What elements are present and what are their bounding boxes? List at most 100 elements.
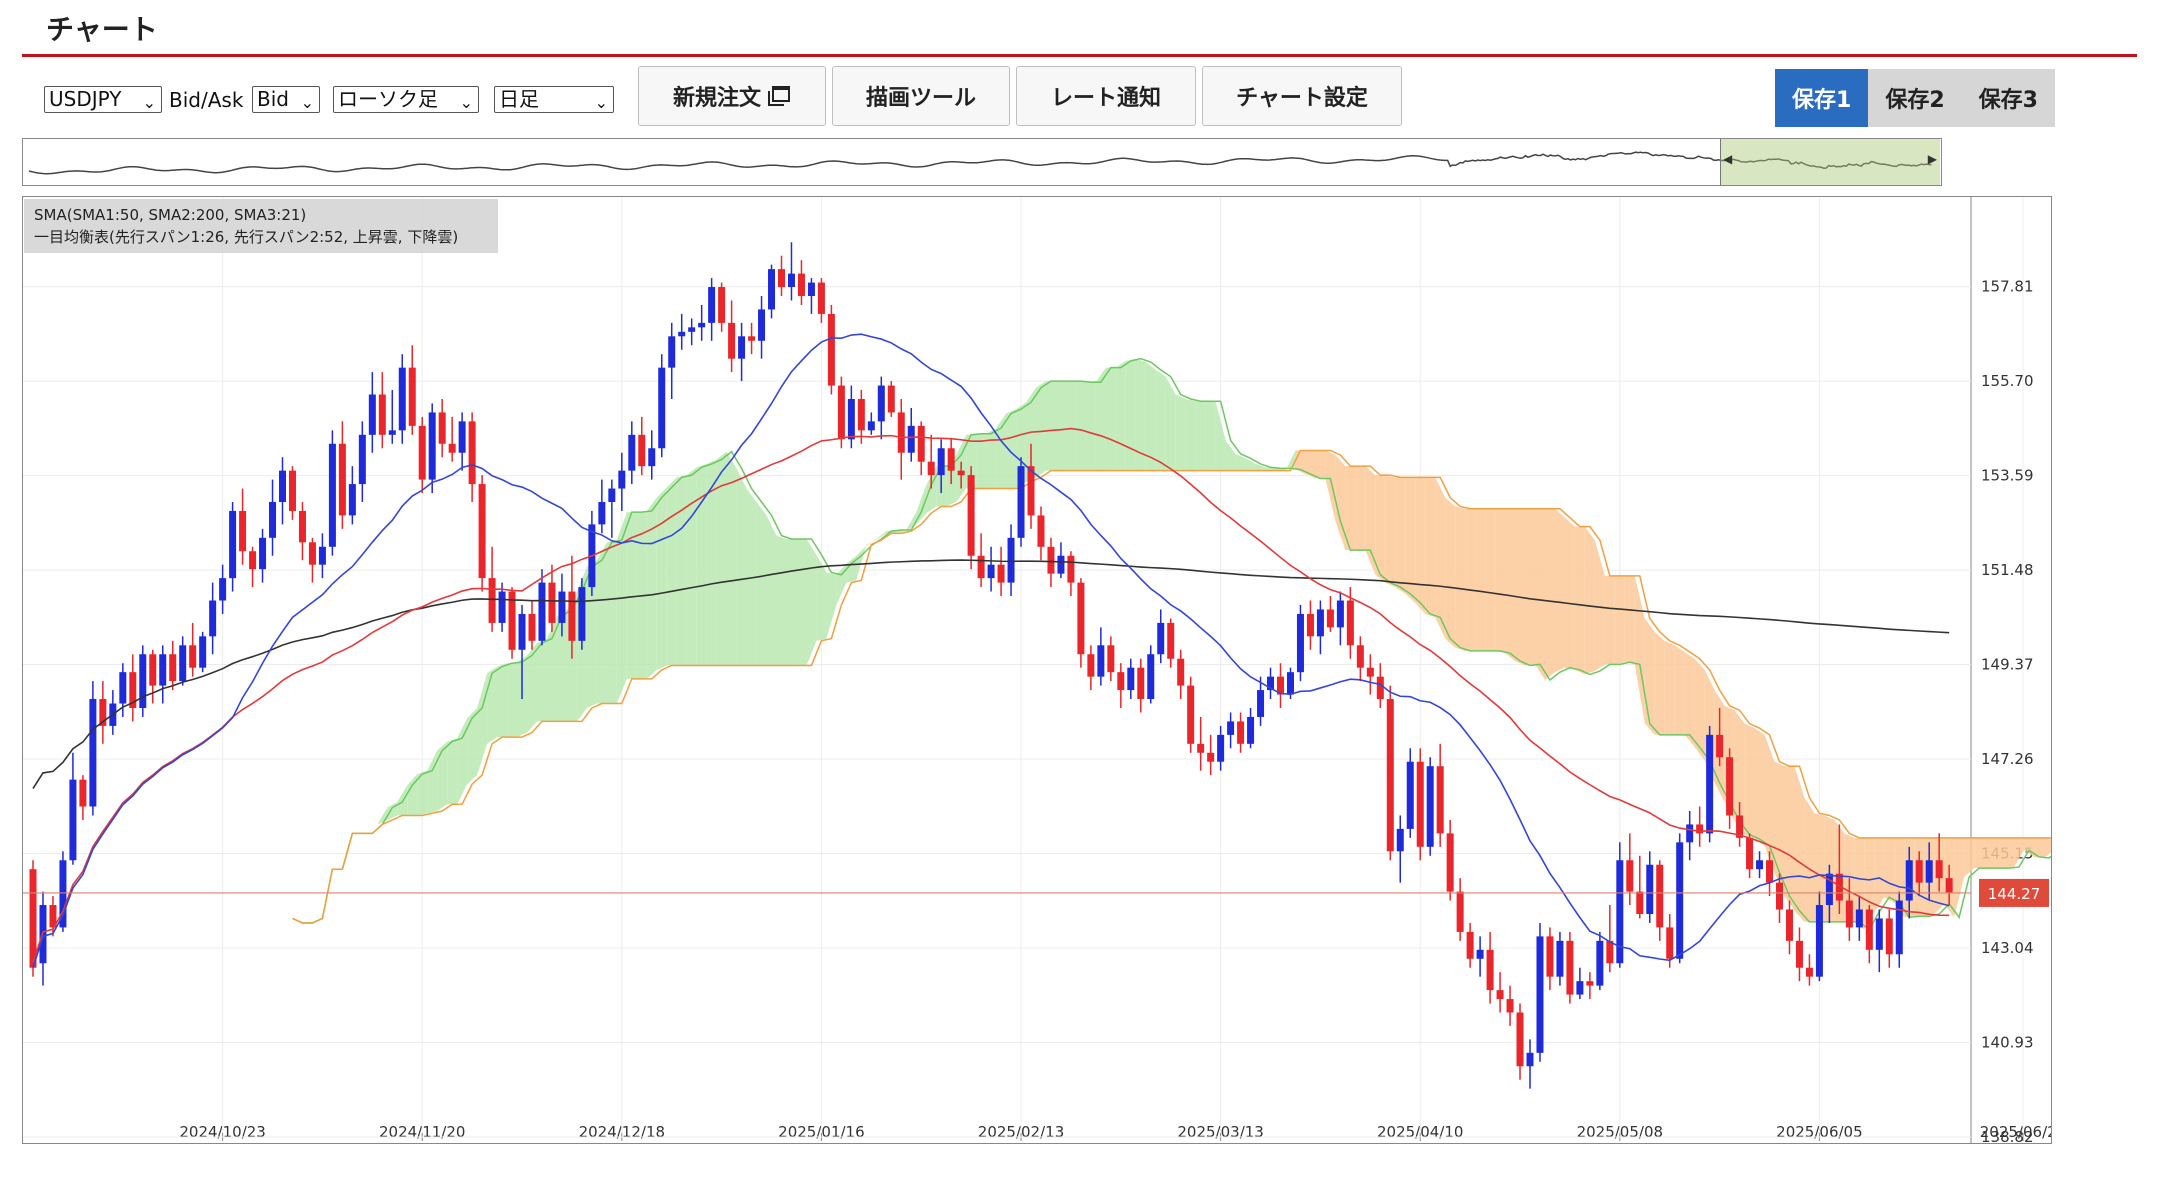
save-slot-3-button[interactable]: 保存3 <box>1978 88 2038 113</box>
candle <box>1646 851 1654 923</box>
candle <box>1925 842 1933 901</box>
cloud-up-segment <box>646 497 657 679</box>
candle <box>648 430 656 480</box>
cloud-up-segment <box>796 538 807 666</box>
candle <box>139 645 147 717</box>
candle-body <box>59 860 67 928</box>
candle <box>568 555 576 659</box>
candle <box>787 242 795 301</box>
candle-body <box>308 542 316 565</box>
candle <box>1386 685 1394 861</box>
save-slot-1-button[interactable]: 保存1 <box>1775 69 1869 127</box>
cloud-down-segment <box>1694 658 1705 761</box>
candle-body <box>478 484 486 579</box>
candle <box>748 322 756 355</box>
candle <box>1785 900 1793 955</box>
chart-settings-label: チャート設定 <box>1236 86 1368 111</box>
cloud-down-segment <box>1415 477 1426 614</box>
candle <box>588 510 596 597</box>
cloud-up-segment <box>1155 369 1166 471</box>
cloud-up-segment <box>407 774 418 816</box>
candle <box>1696 806 1704 847</box>
chart-type-select[interactable]: ローソク足 ⌄ <box>333 86 479 113</box>
candle-body <box>807 282 815 296</box>
candle-body <box>708 287 716 323</box>
cloud-up-segment <box>1235 453 1246 471</box>
rate-alert-label: レート通知 <box>1050 86 1161 111</box>
cloud-down-segment <box>1754 728 1765 846</box>
candle-body <box>1147 654 1155 700</box>
candle-body <box>1945 878 1953 893</box>
cloud-down-segment <box>1594 540 1605 672</box>
candle <box>518 604 526 700</box>
cloud-up-segment <box>626 512 637 679</box>
candle-body <box>1007 537 1015 583</box>
cloud-up-segment <box>1065 381 1076 471</box>
candle <box>1855 896 1863 941</box>
candle <box>1376 663 1384 708</box>
cloud-down-segment <box>1325 450 1336 522</box>
candle-body <box>987 564 995 579</box>
candle <box>1067 551 1075 597</box>
candle <box>1606 905 1614 973</box>
candle <box>1945 864 1953 906</box>
candle <box>807 278 815 314</box>
save-slot-2-button[interactable]: 保存2 <box>1885 88 1945 113</box>
cloud-up-segment <box>507 662 518 738</box>
candle <box>1676 833 1684 964</box>
rate-alert-button[interactable]: レート通知 <box>1016 66 1196 126</box>
candle-body <box>99 699 107 726</box>
candle <box>768 264 776 319</box>
cloud-down-segment <box>1534 508 1545 681</box>
navigator-left-arrow-icon[interactable]: ◀ <box>1723 152 1733 166</box>
y-tick-label: 157.81 <box>1981 278 2034 296</box>
candle-body <box>1356 645 1364 668</box>
price-chart[interactable]: 2024/10/23 2024/11/20 2024/12/18 2025/01/16… <box>22 196 2159 1146</box>
current-price-label: 144.27 <box>1988 885 2041 903</box>
chart-settings-button[interactable]: チャート設定 <box>1202 66 1402 126</box>
bidask-select[interactable]: Bid ⌄ <box>252 86 320 113</box>
candle-body <box>787 273 795 288</box>
candle-body <box>957 470 965 476</box>
candle-body <box>288 470 296 511</box>
cloud-up-segment <box>1205 401 1216 471</box>
cloud-up-segment <box>1245 458 1256 471</box>
cloud-down-segment <box>1465 508 1476 651</box>
period-select[interactable]: 日足 ⌄ <box>494 86 614 113</box>
candle <box>1586 972 1594 1000</box>
cloud-up-segment <box>1045 381 1056 471</box>
candle <box>997 546 1005 597</box>
candle-body <box>428 412 436 480</box>
candle-body <box>668 336 676 368</box>
cloud-down-segment <box>1475 508 1486 651</box>
candle-body <box>179 645 187 682</box>
candle-body <box>1057 555 1065 574</box>
cloud-up-segment <box>1135 358 1146 471</box>
candle <box>1516 1003 1524 1080</box>
cloud-down-segment <box>1854 837 1865 930</box>
cloud-up-segment <box>756 501 767 666</box>
x-axis: 2024/10/23 2024/11/20 2024/12/18 2025/01/16… <box>179 1123 2066 1141</box>
candle-body <box>837 385 845 440</box>
navigator-range-window[interactable]: ◀ ▶ <box>1720 139 1940 185</box>
cloud-up-segment <box>766 515 777 666</box>
candle-body <box>947 448 955 471</box>
candle-body <box>1516 1012 1524 1067</box>
candle <box>1496 972 1504 1013</box>
candle-body <box>1885 918 1893 955</box>
draw-tools-label: 描画ツール <box>865 86 976 111</box>
candle-body <box>119 672 127 704</box>
candle <box>797 260 805 305</box>
draw-tools-button[interactable]: 描画ツール <box>832 66 1010 126</box>
navigator-right-arrow-icon[interactable]: ▶ <box>1927 152 1937 166</box>
candle <box>608 479 616 538</box>
candle-body <box>1596 940 1604 986</box>
cloud-up-segment <box>1285 450 1296 471</box>
new-order-button[interactable]: 新規注文 <box>638 66 826 126</box>
chart-navigator[interactable]: ◀ ▶ <box>22 138 1942 186</box>
cloud-down-segment <box>1624 575 1635 665</box>
candle-body <box>1616 860 1624 964</box>
symbol-select[interactable]: USDJPY ⌄ <box>44 86 162 113</box>
candle-body <box>468 421 476 485</box>
candle-body <box>368 394 376 435</box>
